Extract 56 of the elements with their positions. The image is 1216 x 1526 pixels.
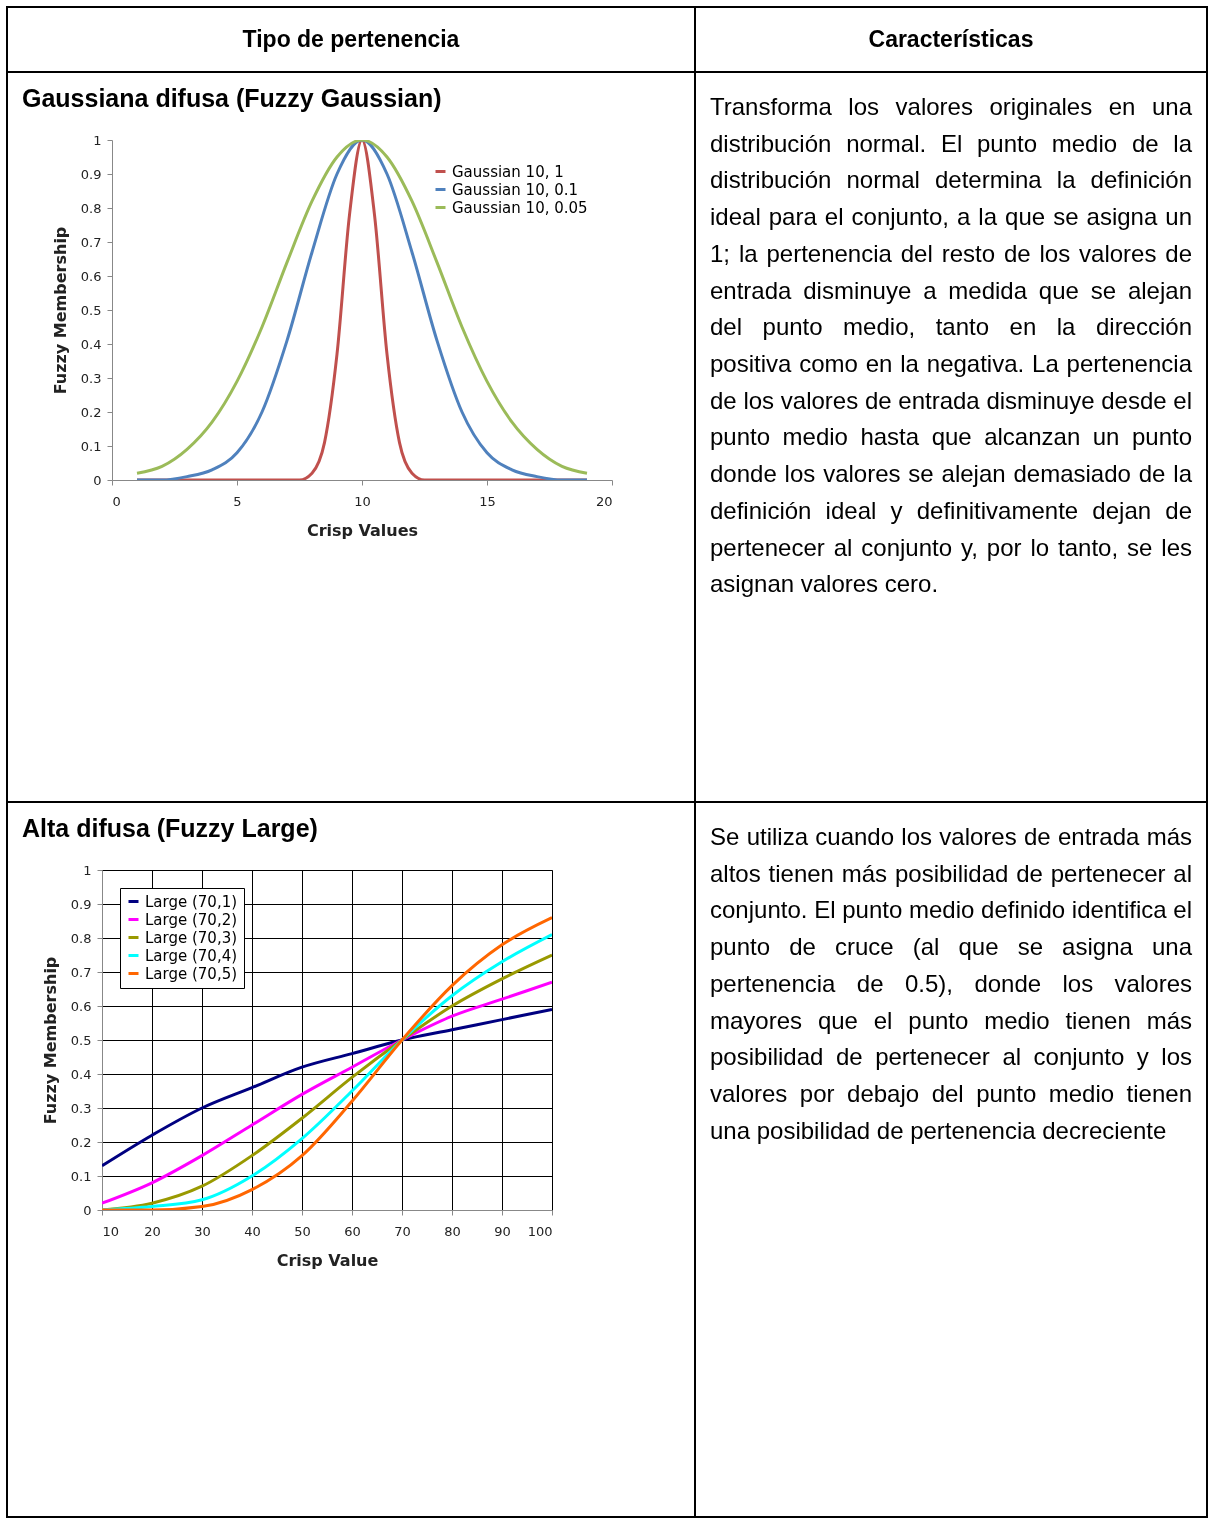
text: Transforma los valores originales en una distribución normal. El punto medio de la distribución normal determina la definición ideal para el conjunto, a la que se asigna un 1; la pertenencia del resto de los valores de entrada disminuye a medida que se alejan del punto medio, tanto en la dirección positiva como en la negativa. La pertenencia de los valores de entrada disminuye desde el punto medio hasta que alcanzan un punto donde los valores se alejan demasiado de la definición ideal y definitivamente dejan de pertenecer al conjunto y, por lo tanto, se les asignan valores cero. bbox=[710, 93, 1192, 598]
x-tick-label: 90 bbox=[494, 1223, 511, 1239]
legend-label: Gaussian 10, 0.1 bbox=[452, 180, 579, 199]
text: Tipo de pertenencia bbox=[8, 8, 694, 71]
x-tick-label: 5 bbox=[233, 493, 242, 509]
y-tick-label: 0.1 bbox=[70, 1168, 92, 1184]
chart-title: Alta difusa (Fuzzy Large) bbox=[22, 814, 318, 842]
y-tick-label: 0.4 bbox=[70, 1066, 92, 1082]
x-tick-label: 100 bbox=[527, 1223, 553, 1239]
x-tick-label: 60 bbox=[344, 1223, 361, 1239]
y-tick-label: 0.5 bbox=[70, 1032, 92, 1048]
y-tick-label: 0 bbox=[83, 1202, 92, 1218]
text: Se utiliza cuando los valores de entrada más altos tienen más posibilidad de pertenecer al conjunto. El punto medio definido identifica el punto de cruce (al que se asigna una pertenencia de 0.5), donde los valores mayores que el punto medio tienen más posibilidad de pertenecer al conjunto y los valores por debajo del punto medio tienen una posibilidad de pertenencia decreciente bbox=[710, 823, 1192, 1144]
y-tick-label: 0.4 bbox=[80, 336, 102, 352]
y-tick-label: 0.1 bbox=[80, 438, 102, 454]
y-tick-label: 0.7 bbox=[80, 234, 102, 250]
y-axis-title: Fuzzy Membership bbox=[40, 956, 60, 1125]
x-tick-label: 20 bbox=[595, 493, 613, 509]
y-tick-label: 1 bbox=[83, 862, 92, 878]
x-tick-label: 30 bbox=[194, 1223, 211, 1239]
x-tick-label: 10 bbox=[354, 493, 371, 509]
x-tick-label: 15 bbox=[479, 493, 496, 509]
legend-label: Large (70,5) bbox=[145, 964, 238, 983]
y-tick-label: 0.9 bbox=[80, 166, 102, 182]
y-tick-label: 0.5 bbox=[80, 302, 102, 318]
legend-label: Gaussian 10, 1 bbox=[452, 162, 564, 181]
y-tick-label: 0.3 bbox=[70, 1100, 92, 1116]
text: Características bbox=[696, 8, 1206, 71]
chart-title: Gaussiana difusa (Fuzzy Gaussian) bbox=[22, 84, 442, 112]
x-tick-label: 20 bbox=[144, 1223, 161, 1239]
x-tick-label: 40 bbox=[244, 1223, 261, 1239]
legend-label: Large (70,1) bbox=[145, 892, 238, 911]
x-tick-label: 0 bbox=[112, 493, 121, 509]
y-tick-label: 0.2 bbox=[80, 404, 102, 420]
line-series bbox=[102, 1007, 552, 1168]
y-tick-label: 0.3 bbox=[80, 370, 102, 386]
x-axis-title: Crisp Values bbox=[306, 520, 419, 540]
x-axis-title: Crisp Value bbox=[276, 1250, 379, 1270]
y-tick-label: 1 bbox=[93, 132, 102, 148]
x-tick-label: 50 bbox=[294, 1223, 311, 1239]
x-tick-label: 80 bbox=[444, 1223, 461, 1239]
y-tick-label: 0.7 bbox=[70, 964, 92, 980]
legend-label: Gaussian 10, 0.05 bbox=[452, 198, 588, 217]
x-tick-label: 70 bbox=[394, 1223, 411, 1239]
y-axis-title: Fuzzy Membership bbox=[50, 226, 70, 395]
y-tick-label: 0.9 bbox=[70, 896, 92, 912]
y-tick-label: 0 bbox=[93, 472, 102, 488]
legend-label: Large (70,4) bbox=[145, 946, 238, 965]
y-tick-label: 0.8 bbox=[80, 200, 102, 216]
x-tick-label: 10 bbox=[102, 1223, 120, 1239]
y-tick-label: 0.6 bbox=[80, 268, 102, 284]
y-tick-label: 0.2 bbox=[70, 1134, 92, 1150]
y-tick-label: 0.8 bbox=[70, 930, 92, 946]
y-tick-label: 0.6 bbox=[70, 998, 92, 1014]
legend-label: Large (70,3) bbox=[145, 928, 238, 947]
legend-label: Large (70,2) bbox=[145, 910, 238, 929]
